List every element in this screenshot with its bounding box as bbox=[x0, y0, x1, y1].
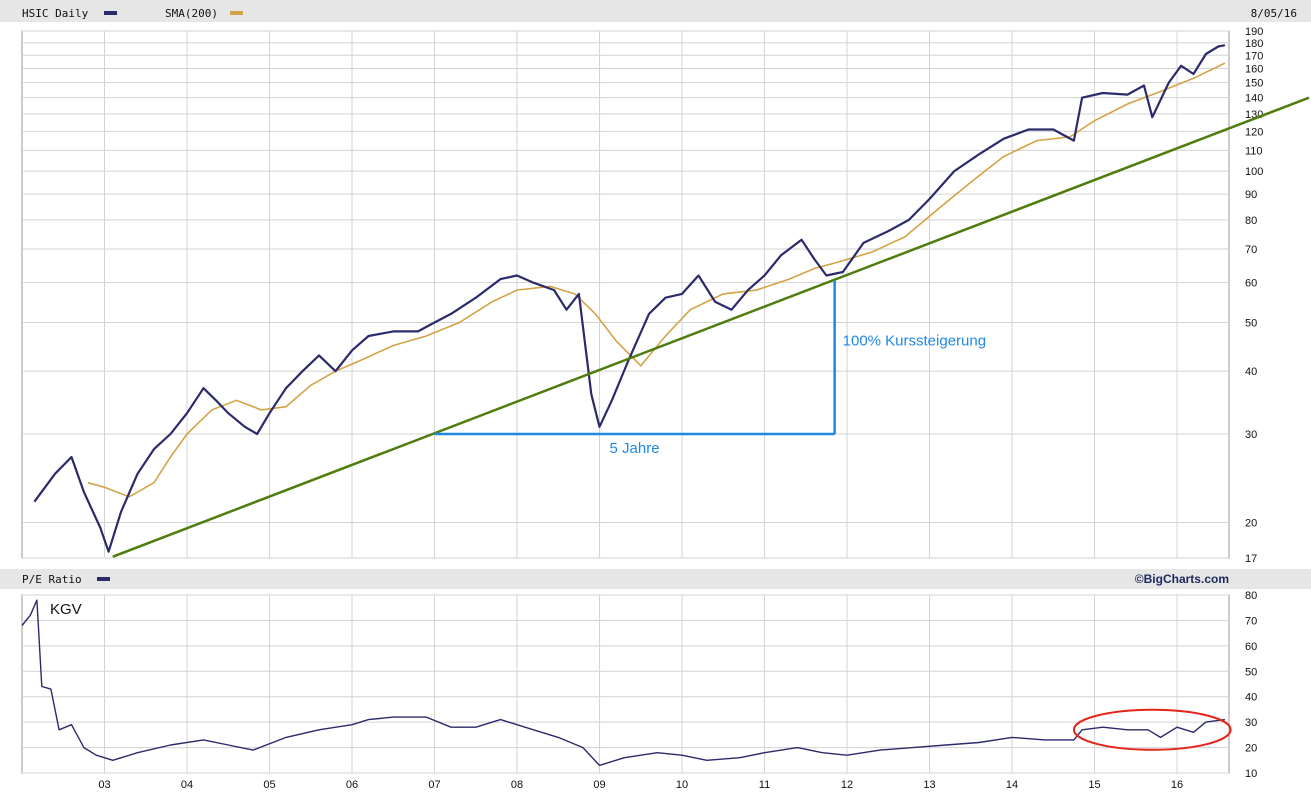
pe-y-tick-label: 40 bbox=[1245, 692, 1257, 704]
price-y-axis: 1720304050607080901001101201301401501601… bbox=[1245, 26, 1263, 565]
x-tick-label: 05 bbox=[263, 779, 275, 791]
five-year-label: 5 Jahre bbox=[610, 440, 660, 457]
price-panel bbox=[21, 30, 1230, 559]
pe-y-tick-label: 20 bbox=[1245, 743, 1257, 755]
price-y-tick-label: 17 bbox=[1245, 553, 1257, 565]
date-label: 8/05/16 bbox=[1251, 7, 1297, 20]
price-y-tick-label: 110 bbox=[1245, 145, 1263, 157]
bigcharts-brand: ©BigCharts.com bbox=[1135, 572, 1229, 586]
pe-panel bbox=[21, 594, 1230, 774]
price-y-tick-label: 60 bbox=[1245, 278, 1257, 290]
x-axis: 03 04 05 06 07 08 09 10 11 12 13 14 15 16 bbox=[98, 779, 1183, 791]
pe-highlight-circle bbox=[1072, 708, 1232, 751]
price-doubling-label: 100% Kurssteigerung bbox=[843, 332, 986, 349]
x-tick-label: 07 bbox=[428, 779, 440, 791]
pe-legend-swatch bbox=[97, 577, 110, 581]
sma-label: SMA(200) bbox=[165, 7, 218, 20]
pe-grid bbox=[22, 594, 1229, 774]
x-tick-label: 14 bbox=[1006, 779, 1018, 791]
price-y-tick-label: 120 bbox=[1245, 126, 1263, 138]
x-tick-label: 08 bbox=[511, 779, 523, 791]
x-tick-label: 16 bbox=[1171, 779, 1183, 791]
pe-y-tick-label: 70 bbox=[1245, 615, 1257, 627]
pe-y-axis: 10 20 30 40 50 60 70 80 bbox=[1245, 590, 1257, 780]
x-tick-label: 15 bbox=[1088, 779, 1100, 791]
symbol-label: HSIC Daily bbox=[22, 7, 89, 20]
price-header-band bbox=[0, 0, 1311, 22]
x-tick-label: 10 bbox=[676, 779, 688, 791]
price-y-tick-label: 50 bbox=[1245, 317, 1257, 329]
price-y-tick-label: 70 bbox=[1245, 244, 1257, 256]
symbol-legend-swatch bbox=[104, 11, 117, 15]
pe-label: P/E Ratio bbox=[22, 573, 82, 586]
price-y-tick-label: 160 bbox=[1245, 64, 1263, 76]
pe-y-tick-label: 50 bbox=[1245, 666, 1257, 678]
price-line bbox=[33, 44, 1226, 553]
pe-y-tick-label: 80 bbox=[1245, 590, 1257, 602]
pe-ratio-line bbox=[21, 599, 1225, 767]
sma-legend-swatch bbox=[230, 11, 243, 15]
price-y-tick-label: 150 bbox=[1245, 78, 1263, 90]
x-tick-label: 04 bbox=[181, 779, 193, 791]
sma-200-line bbox=[87, 62, 1226, 498]
price-y-tick-label: 140 bbox=[1245, 93, 1263, 105]
price-y-tick-label: 80 bbox=[1245, 215, 1257, 227]
x-tick-label: 06 bbox=[346, 779, 358, 791]
price-y-tick-label: 100 bbox=[1245, 166, 1263, 178]
x-tick-label: 13 bbox=[923, 779, 935, 791]
pe-header-band bbox=[0, 569, 1311, 589]
price-y-tick-label: 20 bbox=[1245, 518, 1257, 530]
price-grid bbox=[22, 30, 1229, 559]
price-y-tick-label: 40 bbox=[1245, 366, 1257, 378]
price-y-tick-label: 90 bbox=[1245, 189, 1257, 201]
x-tick-label: 11 bbox=[759, 779, 770, 791]
x-tick-label: 12 bbox=[841, 779, 853, 791]
trend-line bbox=[112, 96, 1310, 558]
x-tick-label: 03 bbox=[98, 779, 110, 791]
pe-y-tick-label: 10 bbox=[1245, 768, 1257, 780]
pe-y-tick-label: 30 bbox=[1245, 717, 1257, 729]
price-y-tick-label: 180 bbox=[1245, 38, 1263, 50]
price-y-tick-label: 190 bbox=[1245, 26, 1263, 38]
price-y-tick-label: 30 bbox=[1245, 429, 1257, 441]
kgv-label: KGV bbox=[50, 601, 82, 618]
pe-y-tick-label: 60 bbox=[1245, 641, 1257, 653]
x-tick-label: 09 bbox=[593, 779, 605, 791]
price-y-tick-label: 170 bbox=[1245, 50, 1263, 62]
